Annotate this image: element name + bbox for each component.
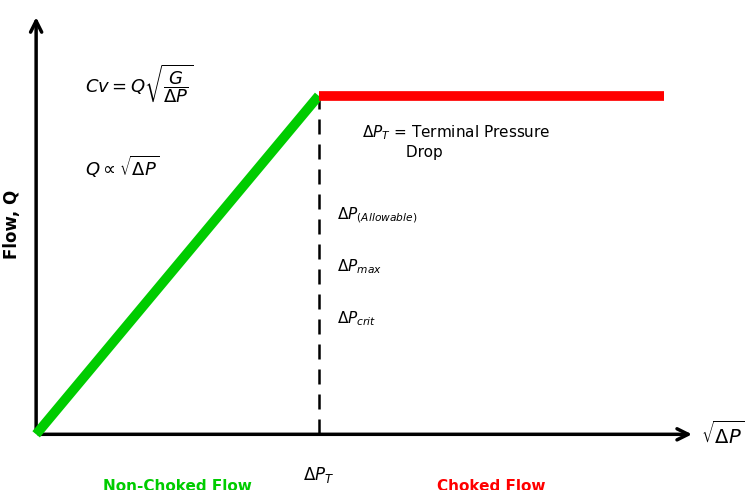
Text: $\sqrt{\Delta P}$: $\sqrt{\Delta P}$ <box>701 421 744 448</box>
Text: $\Delta P_T$: $\Delta P_T$ <box>303 465 334 485</box>
Text: $\Delta P_{max}$: $\Delta P_{max}$ <box>337 258 382 276</box>
Text: $Q \propto \sqrt{\Delta P}$: $Q \propto \sqrt{\Delta P}$ <box>85 154 159 180</box>
Text: $\Delta P_{(Allowable)}$: $\Delta P_{(Allowable)}$ <box>337 205 417 225</box>
Text: $\Delta P_{crit}$: $\Delta P_{crit}$ <box>337 310 376 328</box>
Text: Choked Flow: Choked Flow <box>437 479 545 490</box>
Text: Flow, Q: Flow, Q <box>2 190 20 259</box>
Text: $Cv = Q\sqrt{\dfrac{G}{\Delta P}}$: $Cv = Q\sqrt{\dfrac{G}{\Delta P}}$ <box>85 63 194 105</box>
Text: Non-Choked Flow: Non-Choked Flow <box>103 479 252 490</box>
Text: $\Delta P_T$ = Terminal Pressure
         Drop: $\Delta P_T$ = Terminal Pressure Drop <box>362 123 551 160</box>
